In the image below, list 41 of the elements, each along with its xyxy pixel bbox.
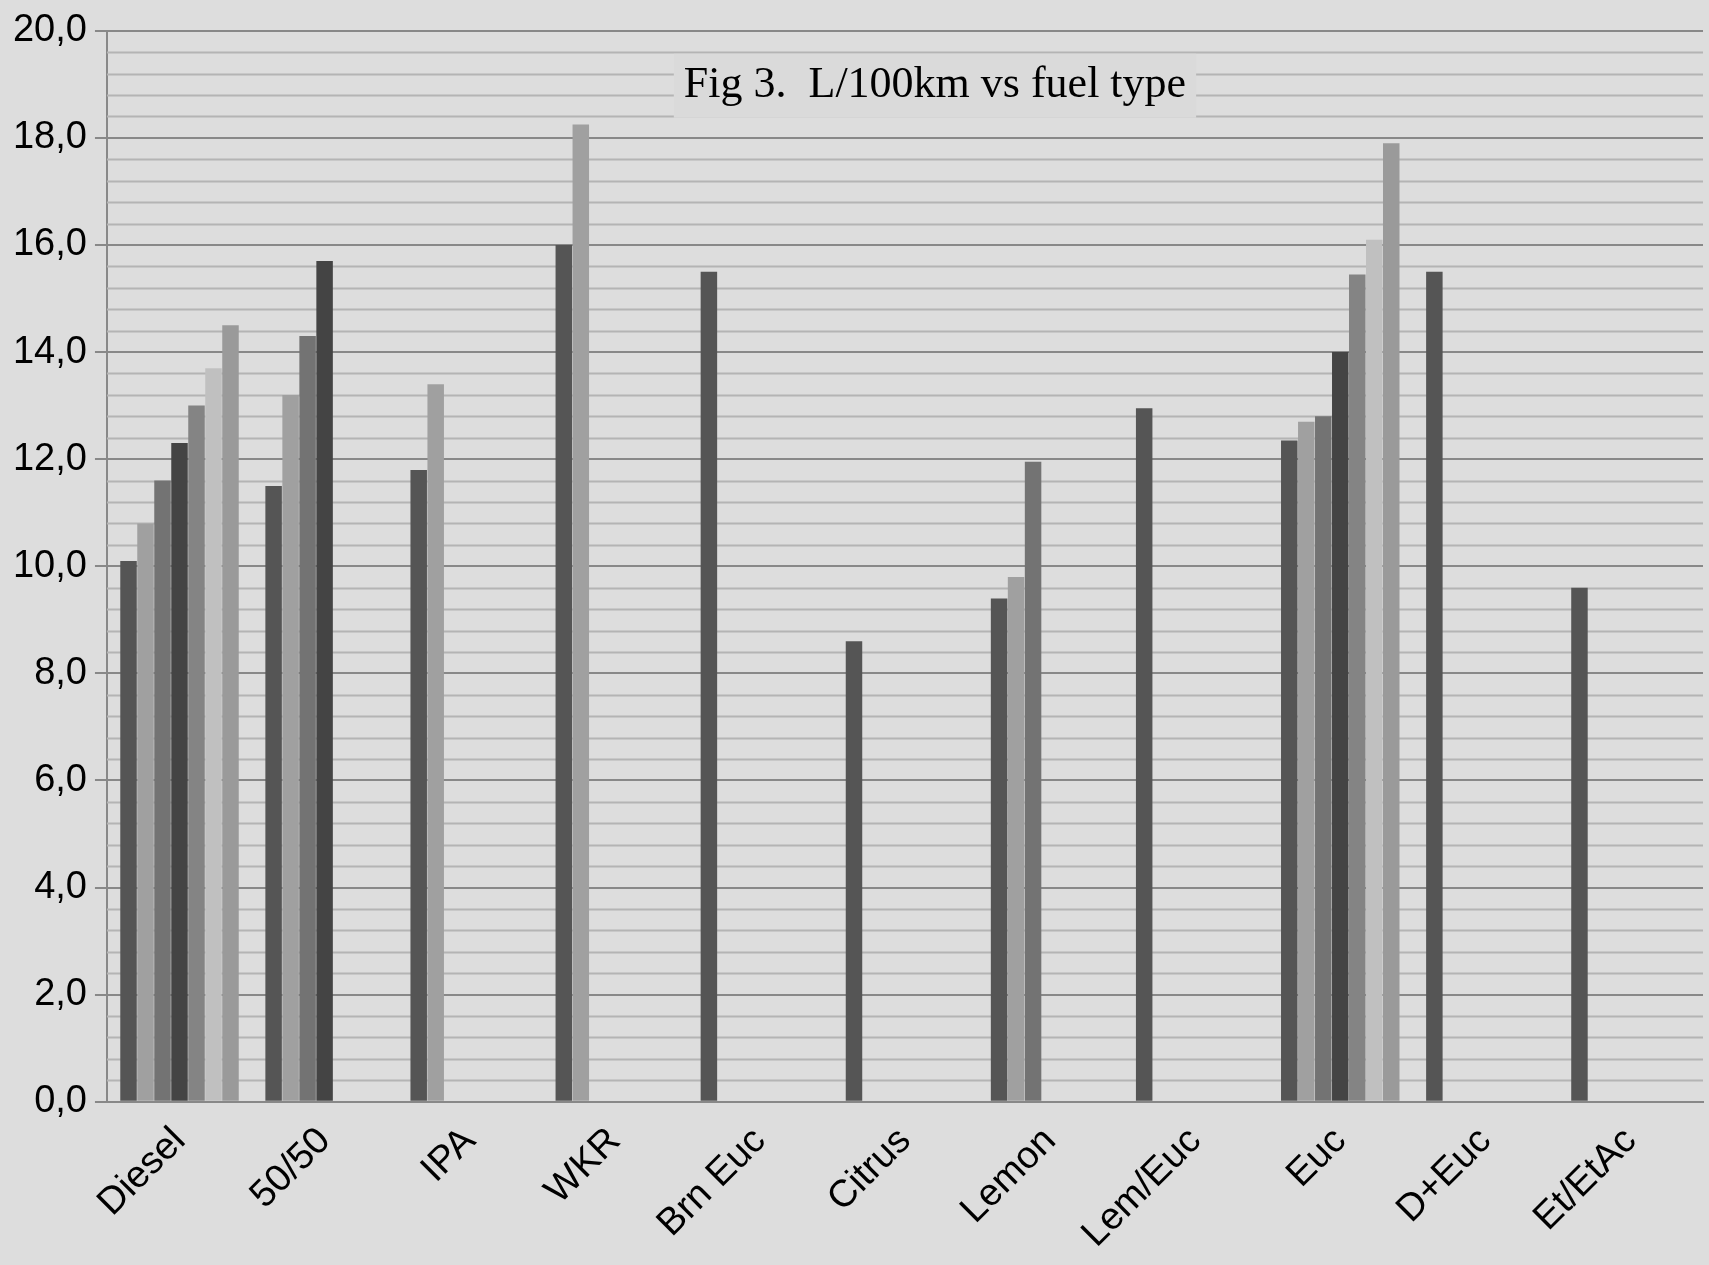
- y-tick-label: 8,0: [34, 649, 87, 692]
- bar: [1315, 416, 1332, 1101]
- bar: [171, 443, 188, 1101]
- bar: [410, 469, 427, 1101]
- y-tick-label: 18,0: [12, 114, 87, 157]
- bar: [299, 336, 316, 1101]
- bar: [282, 394, 299, 1101]
- bar: [1024, 461, 1042, 1101]
- bar: [700, 271, 718, 1101]
- x-tick-label: IPA: [411, 1117, 484, 1190]
- x-tick-label: Brn Euc: [647, 1118, 773, 1244]
- y-tick-label: 2,0: [34, 971, 87, 1014]
- bar: [1135, 408, 1153, 1101]
- bar: [316, 261, 333, 1101]
- bar: [265, 485, 282, 1101]
- bar: [427, 384, 444, 1101]
- bar: [1007, 576, 1025, 1101]
- bar: [154, 480, 171, 1101]
- y-tick-label: 10,0: [12, 542, 87, 585]
- bar: [120, 560, 137, 1101]
- bar: [1332, 352, 1349, 1101]
- bar: [990, 598, 1008, 1101]
- y-tick-label: 20,0: [12, 7, 87, 50]
- bar: [1426, 271, 1443, 1101]
- y-tick-label: 14,0: [12, 328, 87, 371]
- bar: [845, 641, 863, 1101]
- y-tick-label: 0,0: [34, 1078, 87, 1121]
- bar: [137, 523, 154, 1101]
- bar: [1571, 587, 1588, 1101]
- bar: [1281, 440, 1298, 1101]
- bar: [555, 244, 573, 1101]
- text: Fig 3. L/100km vs fuel type: [683, 58, 1187, 108]
- bar: [1298, 421, 1315, 1101]
- bar: [222, 325, 239, 1101]
- bar: [1383, 143, 1400, 1101]
- y-tick-label: 12,0: [12, 435, 87, 478]
- x-tick-label: Euc: [1277, 1118, 1354, 1195]
- y-tick-label: 4,0: [34, 864, 87, 907]
- y-tick-label: 6,0: [34, 756, 87, 799]
- y-tick-label: 16,0: [12, 221, 87, 264]
- bar: [572, 124, 590, 1101]
